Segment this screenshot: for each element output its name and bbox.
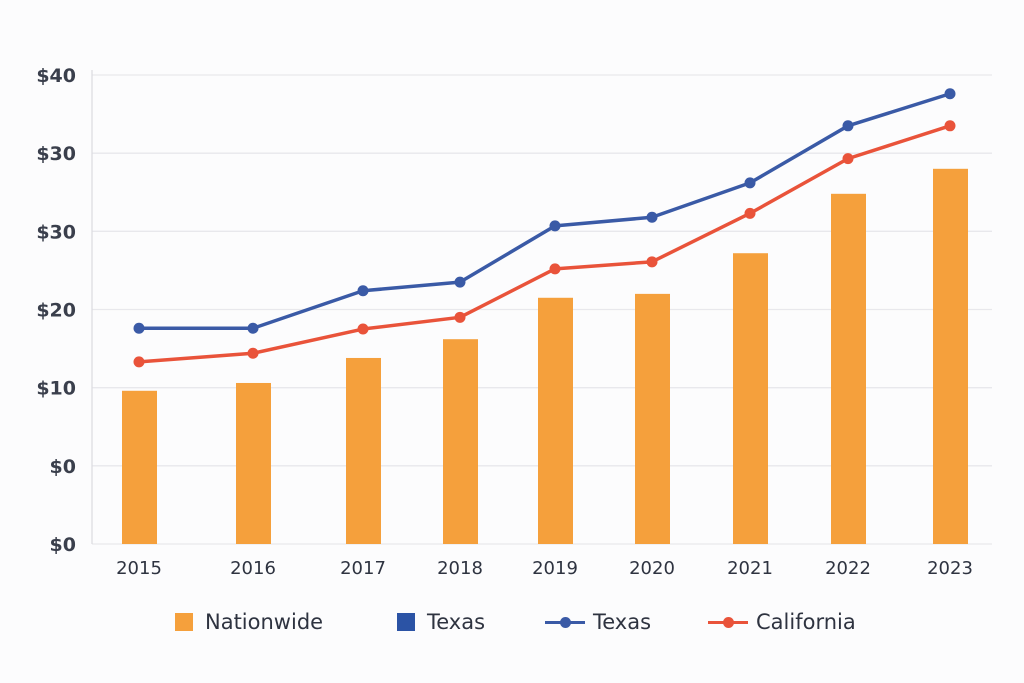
point-california xyxy=(549,263,561,275)
legend: Nationwide Texas Texas California xyxy=(0,610,1024,640)
bar-nationwide xyxy=(635,293,670,544)
bar-nationwide xyxy=(733,253,768,544)
y-tick-label: $20 xyxy=(36,300,76,322)
point-texas xyxy=(549,220,561,232)
point-california xyxy=(454,311,466,323)
y-tick-label: $30 xyxy=(36,143,76,165)
x-tick-label: 2023 xyxy=(927,558,973,579)
x-tick-label: 2015 xyxy=(116,558,162,579)
x-tick-label: 2019 xyxy=(532,558,578,579)
legend-item-texas-line: Texas xyxy=(545,610,651,634)
bar-nationwide xyxy=(443,339,478,544)
point-texas xyxy=(842,120,854,132)
point-texas xyxy=(247,322,259,334)
point-texas xyxy=(646,211,658,223)
bar-nationwide xyxy=(236,382,271,544)
x-tick-label: 2021 xyxy=(727,558,773,579)
point-california xyxy=(744,207,756,219)
legend-label: Nationwide xyxy=(205,610,324,634)
point-texas xyxy=(357,285,369,297)
legend-label: Texas xyxy=(427,610,486,634)
y-tick-label: $0 xyxy=(50,534,76,556)
x-tick-label: 2017 xyxy=(340,558,386,579)
point-texas xyxy=(744,177,756,189)
point-california xyxy=(944,120,956,132)
point-texas xyxy=(133,322,145,334)
bar-nationwide xyxy=(538,297,573,544)
legend-swatch-square xyxy=(175,613,193,631)
point-california xyxy=(247,347,259,359)
bar-nationwide xyxy=(831,193,866,544)
legend-item-texas-square: Texas xyxy=(397,610,485,634)
point-california xyxy=(357,323,369,335)
x-tick-label: 2018 xyxy=(437,558,483,579)
legend-item-nationwide: Nationwide xyxy=(175,610,323,634)
legend-label: Texas xyxy=(593,610,652,634)
legend-swatch-square xyxy=(397,613,415,631)
bar-nationwide xyxy=(346,357,381,544)
legend-label: California xyxy=(756,610,856,634)
line-texas xyxy=(139,92,951,331)
x-tick-label: 2022 xyxy=(825,558,871,579)
x-tick-label: 2016 xyxy=(230,558,276,579)
y-tick-label: $30 xyxy=(36,221,76,243)
bar-nationwide xyxy=(933,168,968,545)
legend-swatch-line xyxy=(545,616,585,628)
point-california xyxy=(133,356,145,368)
y-tick-label: $0 xyxy=(50,456,76,478)
point-texas xyxy=(944,88,956,100)
x-tick-label: 2020 xyxy=(629,558,675,579)
y-tick-label: $10 xyxy=(36,378,76,400)
point-california xyxy=(646,256,658,268)
legend-swatch-line xyxy=(708,616,748,628)
point-california xyxy=(842,153,854,165)
point-texas xyxy=(454,276,466,288)
y-tick-label: $40 xyxy=(36,65,76,87)
legend-item-california: California xyxy=(708,610,856,634)
bar-nationwide xyxy=(122,390,157,544)
